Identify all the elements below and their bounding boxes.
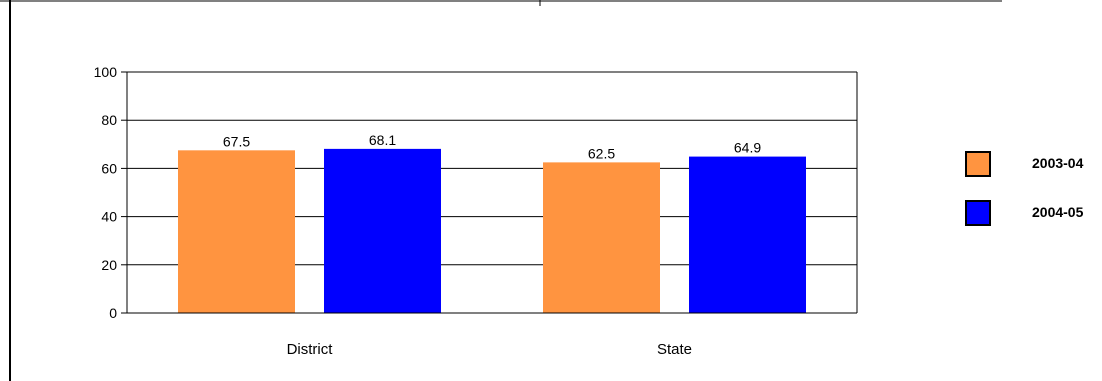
y-tick-label: 40 bbox=[101, 209, 117, 225]
y-tick-label: 0 bbox=[109, 305, 117, 321]
category-label: District bbox=[287, 341, 334, 358]
legend-label: 2004-05 bbox=[1032, 204, 1084, 220]
bar-state-2003-04 bbox=[543, 162, 660, 313]
bars bbox=[178, 148, 806, 313]
y-tick-label: 20 bbox=[101, 257, 117, 273]
legend-swatch-2004-05 bbox=[965, 200, 991, 226]
y-tick-label: 80 bbox=[101, 112, 117, 128]
category-label: State bbox=[657, 341, 692, 358]
legend-label: 2003-04 bbox=[1032, 155, 1084, 171]
bar-value-label: 68.1 bbox=[369, 132, 396, 148]
legend-swatch-2003-04 bbox=[965, 151, 991, 177]
legend: 2003-04 2004-05 bbox=[965, 151, 1084, 226]
bar-value-label: 64.9 bbox=[734, 140, 761, 156]
data-labels: 67.5 68.1 62.5 64.9 bbox=[223, 132, 761, 161]
y-tick-label: 100 bbox=[94, 64, 118, 80]
axes: 0 20 40 60 80 100 District State bbox=[94, 64, 858, 358]
bar-state-2004-05 bbox=[689, 156, 806, 313]
bar-district-2003-04 bbox=[178, 150, 295, 313]
bar-value-label: 62.5 bbox=[588, 145, 615, 161]
bar-value-label: 67.5 bbox=[223, 133, 250, 149]
y-tick-label: 60 bbox=[101, 160, 117, 176]
bar-district-2004-05 bbox=[324, 148, 441, 313]
